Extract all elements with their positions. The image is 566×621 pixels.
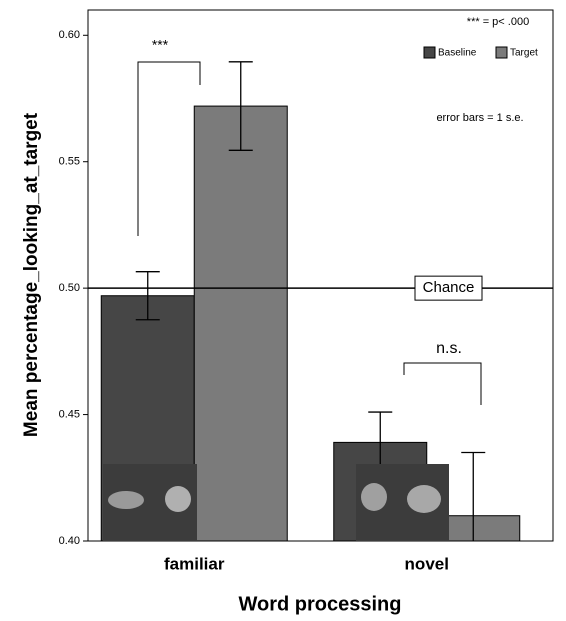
bar — [193, 105, 288, 541]
y-tick-label: 0.45 — [59, 408, 80, 420]
y-tick-label: 0.55 — [59, 156, 80, 168]
y-tick-label: 0.40 — [59, 535, 80, 547]
annotation: error bars = 1 s.e. — [436, 112, 523, 124]
reference-label: Chance — [423, 279, 475, 296]
plot-frame — [87, 9, 554, 542]
familiar-icons — [103, 464, 197, 541]
annotation: *** = p< .000 — [467, 16, 529, 28]
bracket — [137, 61, 201, 236]
x-tick-label: novel — [405, 554, 449, 573]
legend-swatch — [423, 46, 436, 59]
annotation: *** — [152, 37, 169, 53]
y-tick-label: 0.60 — [59, 29, 80, 41]
legend-label: Baseline — [438, 48, 477, 59]
legend-swatch — [495, 46, 508, 59]
error-bar — [135, 271, 160, 321]
error-bar — [228, 61, 253, 151]
annotation: n.s. — [436, 340, 462, 357]
reference-label-box — [414, 275, 483, 301]
error-bar — [461, 451, 486, 541]
legend-label: Target — [510, 48, 538, 59]
bracket — [403, 362, 482, 405]
y-tick-label: 0.50 — [59, 282, 80, 294]
plot-area — [100, 61, 521, 541]
x-tick-label: familiar — [164, 554, 225, 573]
y-axis-title: Mean percentage_looking_at_target — [21, 112, 42, 437]
x-axis-title: Word processing — [239, 593, 402, 615]
novel-icons — [356, 464, 449, 541]
